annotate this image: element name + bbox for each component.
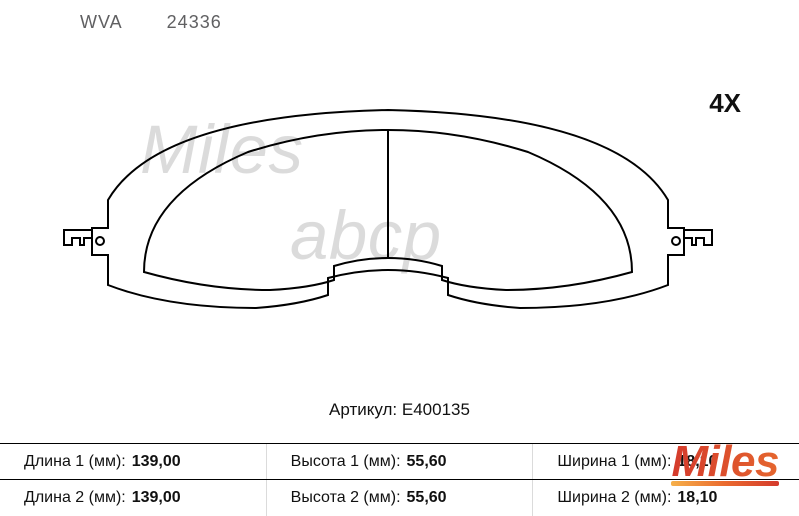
dim-label: Ширина 1 (мм): bbox=[557, 453, 671, 471]
brake-pad-diagram bbox=[48, 80, 728, 340]
dim-val: 55,60 bbox=[407, 489, 447, 507]
dim-label: Длина 2 (мм): bbox=[24, 489, 126, 507]
dim-val: 139,00 bbox=[132, 489, 181, 507]
wva-row: WVA 24336 bbox=[80, 12, 222, 33]
dim-cell-length1: Длина 1 (мм): 139,00 bbox=[0, 444, 267, 479]
page: WVA 24336 4X Miles abcp bbox=[0, 0, 799, 516]
dim-label: Высота 2 (мм): bbox=[291, 489, 401, 507]
brake-pad-svg bbox=[48, 80, 728, 340]
brand-logo-text: Miles bbox=[671, 437, 779, 487]
brand-logo-underline bbox=[671, 481, 779, 486]
dim-label: Высота 1 (мм): bbox=[291, 453, 401, 471]
dim-cell-height1: Высота 1 (мм): 55,60 bbox=[267, 444, 534, 479]
wva-value: 24336 bbox=[167, 12, 222, 33]
dim-val: 139,00 bbox=[132, 453, 181, 471]
brand-logo: Miles bbox=[671, 408, 779, 514]
dim-label: Длина 1 (мм): bbox=[24, 453, 126, 471]
article-value: E400135 bbox=[402, 400, 470, 419]
article-label: Артикул: bbox=[329, 400, 402, 419]
dim-label: Ширина 2 (мм): bbox=[557, 489, 671, 507]
dim-val: 55,60 bbox=[407, 453, 447, 471]
wva-label: WVA bbox=[80, 12, 123, 33]
dim-cell-height2: Высота 2 (мм): 55,60 bbox=[267, 480, 534, 516]
dim-cell-length2: Длина 2 (мм): 139,00 bbox=[0, 480, 267, 516]
